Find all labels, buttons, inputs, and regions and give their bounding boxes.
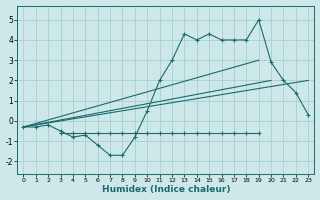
- X-axis label: Humidex (Indice chaleur): Humidex (Indice chaleur): [101, 185, 230, 194]
